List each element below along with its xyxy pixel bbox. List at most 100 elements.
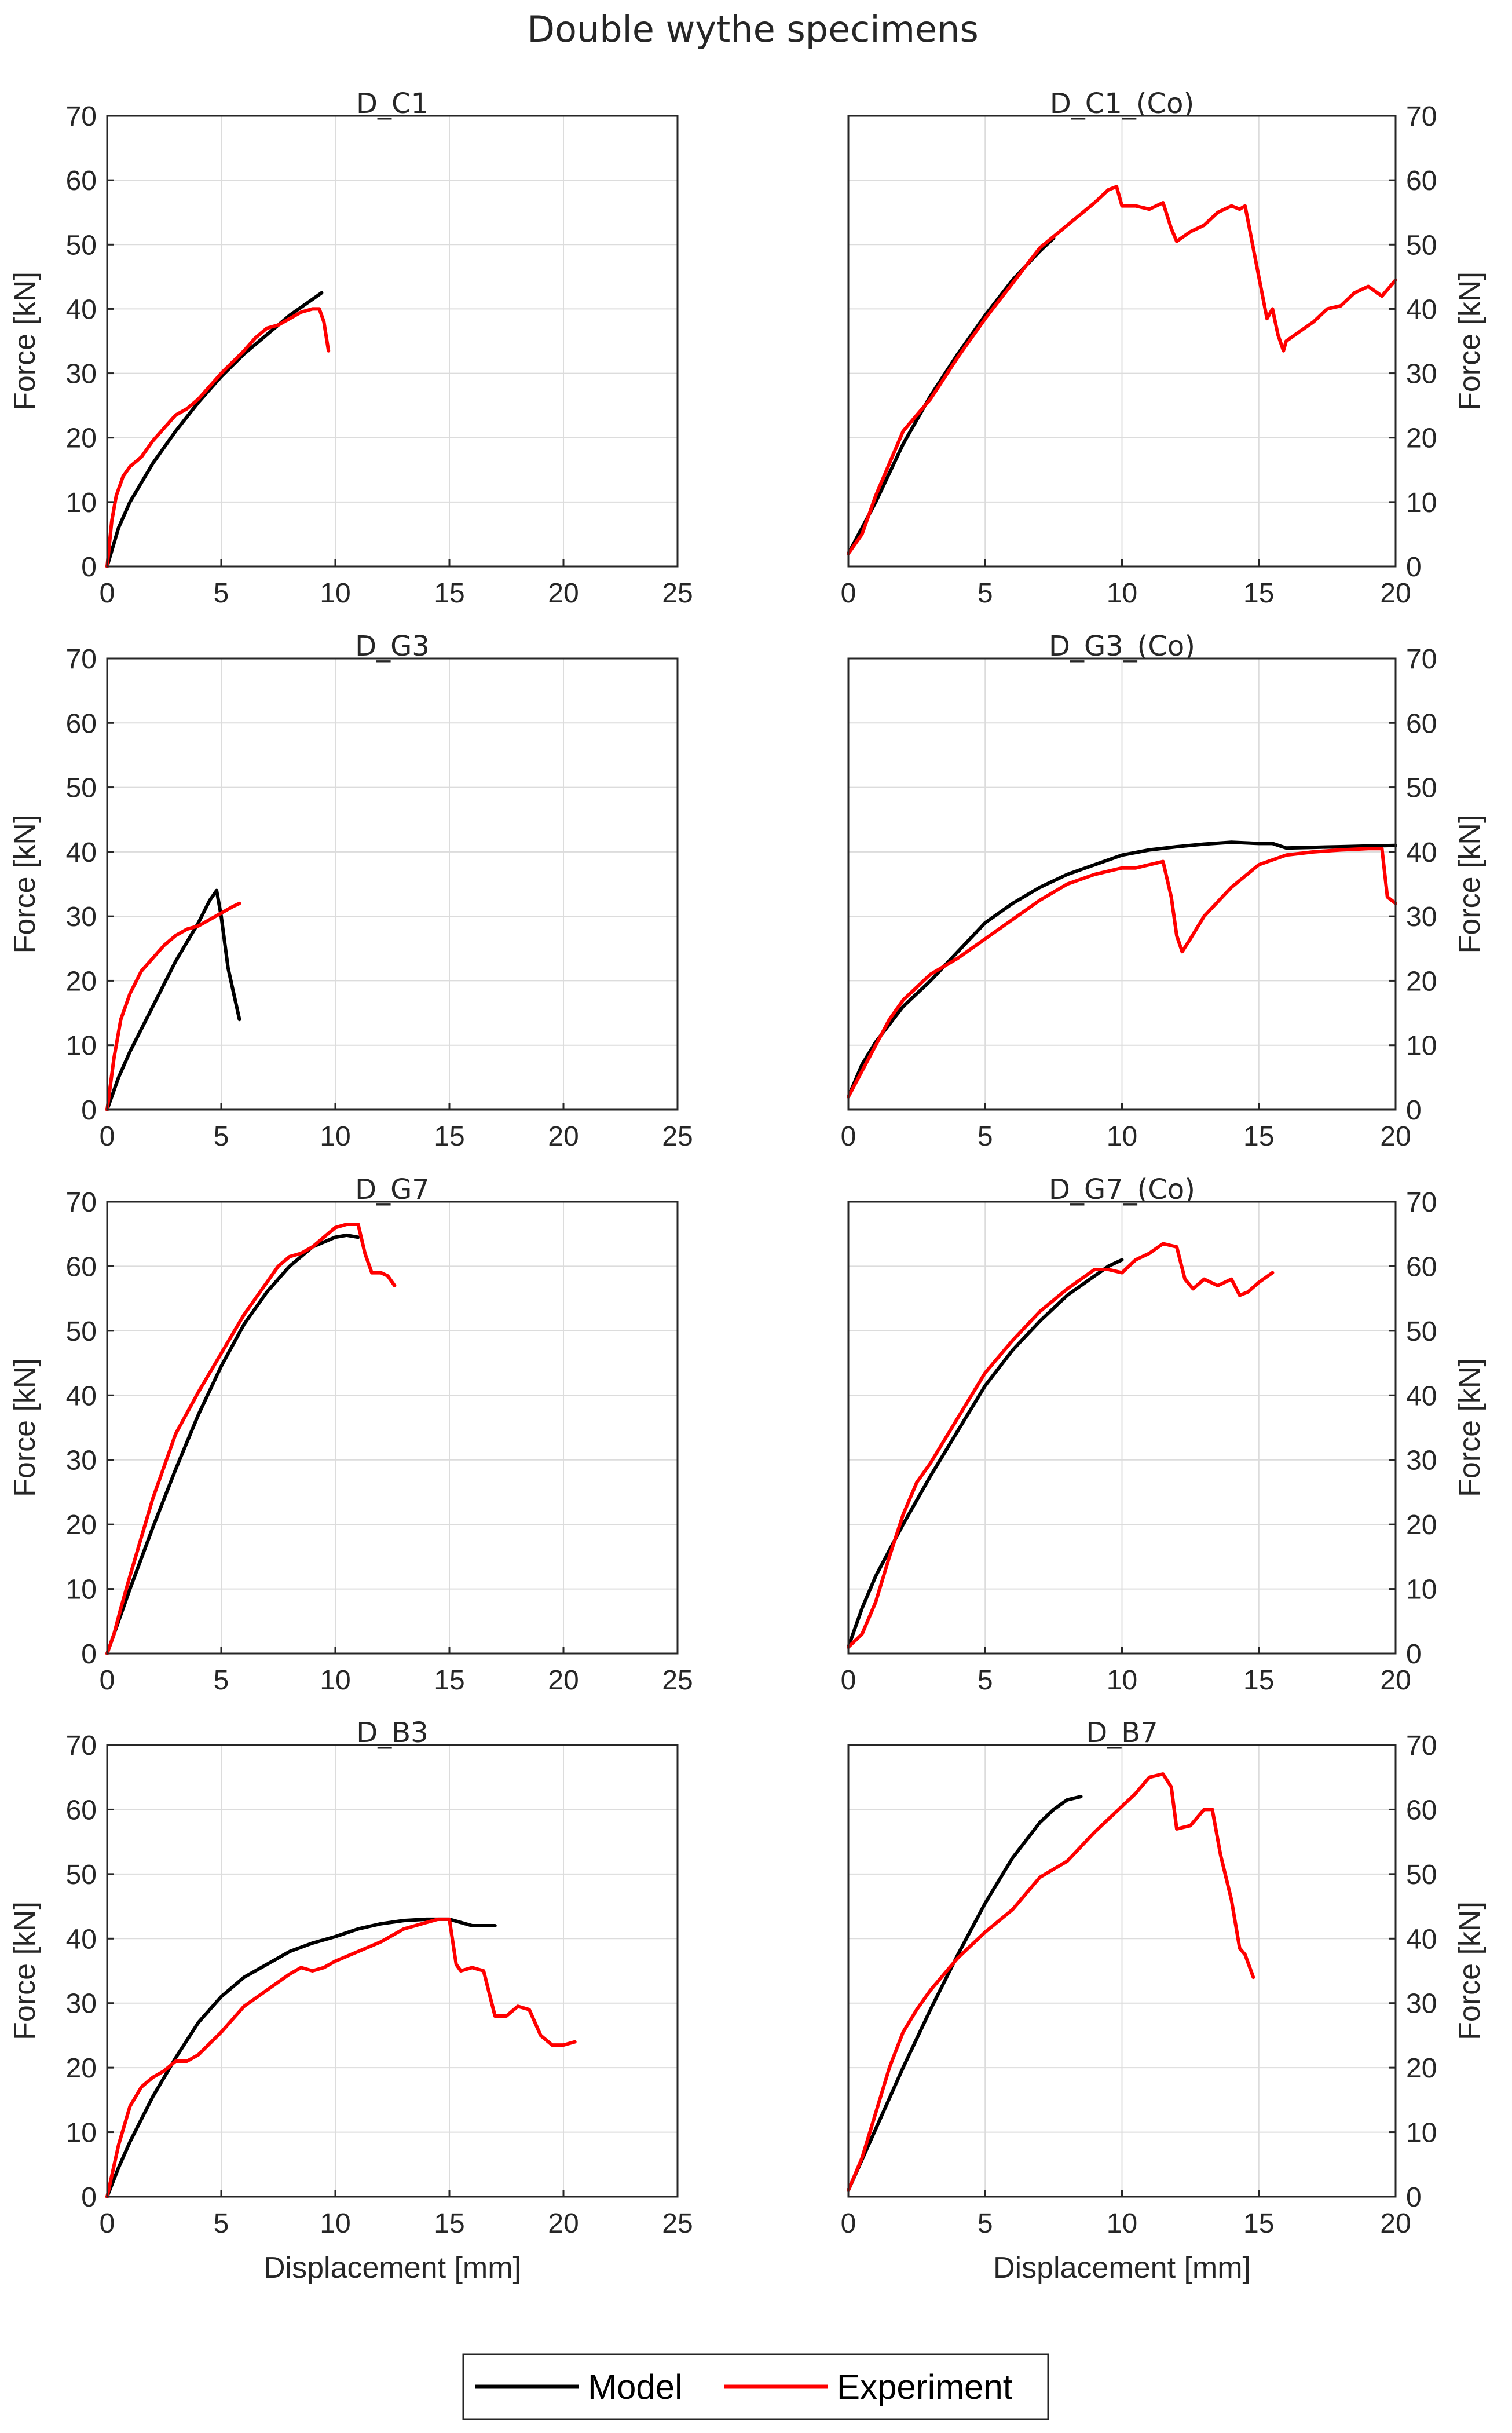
y-tick-label: 30 xyxy=(66,902,97,932)
plot-area xyxy=(107,116,678,566)
y-tick-label: 50 xyxy=(1406,1860,1437,1890)
x-tick-label: 5 xyxy=(978,2208,993,2239)
y-axis-label: Force [kN] xyxy=(8,815,42,954)
x-tick-label: 15 xyxy=(434,1121,464,1152)
y-tick-label: 50 xyxy=(1406,230,1437,261)
y-tick-label: 20 xyxy=(1406,423,1437,454)
axes-frame xyxy=(106,1201,679,1655)
y-tick-label: 40 xyxy=(66,294,97,325)
x-tick-label: 10 xyxy=(320,578,350,609)
series-line-model xyxy=(847,1258,1124,1649)
series-line-experiment xyxy=(105,307,331,568)
series-line-model xyxy=(847,1795,1083,2192)
y-tick-label: 10 xyxy=(1406,1031,1437,1062)
subplot-title: D_G7 xyxy=(355,1173,430,1206)
y-tick-label: 30 xyxy=(66,359,97,390)
x-tick-label: 20 xyxy=(1380,1121,1411,1152)
x-tick-label: 20 xyxy=(1380,1665,1411,1696)
axes-frame xyxy=(106,1744,679,2198)
plot-area xyxy=(107,658,678,1110)
series-line-experiment xyxy=(847,185,1397,555)
legend: Model Experiment xyxy=(462,2353,1049,2420)
subplot: 0 5 10 15 20 25 0 10 20 30 40 50 60 70 D_B3 Force [kN] D… xyxy=(8,1717,693,2285)
y-tick-label: 30 xyxy=(1406,902,1437,932)
y-tick-label: 70 xyxy=(1406,101,1437,132)
x-tick-label: 0 xyxy=(841,578,856,609)
figure-title: Double wythe specimens xyxy=(527,8,979,50)
y-tick-label: 70 xyxy=(66,644,97,675)
y-tick-label: 60 xyxy=(66,166,97,196)
series-line-experiment xyxy=(847,847,1397,1099)
series-line-model xyxy=(847,840,1397,1099)
series-line-experiment xyxy=(847,1242,1275,1649)
x-tick-label: 0 xyxy=(841,1121,856,1152)
subplot-title: D_B3 xyxy=(356,1717,428,1749)
y-tick-label: 10 xyxy=(66,1031,97,1062)
x-tick-label: 0 xyxy=(100,578,115,609)
y-tick-label: 0 xyxy=(1406,1639,1422,1670)
x-tick-label: 15 xyxy=(434,1665,464,1696)
y-tick-label: 60 xyxy=(66,1795,97,1825)
x-tick-label: 10 xyxy=(1107,578,1137,609)
subplot: 0 5 10 15 20 25 0 10 20 30 40 50 60 70 D_C1 Force [kN] xyxy=(8,87,693,609)
series-line-experiment xyxy=(105,1917,577,2198)
y-tick-label: 30 xyxy=(1406,1989,1437,2019)
axes-frame xyxy=(106,657,679,1111)
legend-experiment-label: Experiment xyxy=(837,2368,1013,2406)
y-axis-label: Force [kN] xyxy=(8,1358,42,1497)
y-tick-label: 0 xyxy=(81,1639,97,1670)
y-tick-label: 40 xyxy=(1406,1924,1437,1955)
y-axis-label: Force [kN] xyxy=(1453,272,1487,411)
y-tick-label: 0 xyxy=(81,1095,97,1126)
y-tick-label: 50 xyxy=(66,1860,97,1890)
x-tick-label: 5 xyxy=(214,2208,229,2239)
y-tick-label: 20 xyxy=(66,2053,97,2084)
subplot: 0 5 10 15 20 25 0 10 20 30 40 50 60 70 D_G3 Force [kN] xyxy=(8,630,693,1152)
series-line-model xyxy=(105,888,241,1111)
x-tick-label: 15 xyxy=(1243,1121,1274,1152)
y-tick-label: 20 xyxy=(1406,2053,1437,2084)
x-tick-label: 20 xyxy=(548,2208,579,2239)
y-axis-label: Force [kN] xyxy=(8,1901,42,2040)
y-tick-label: 20 xyxy=(1406,1510,1437,1541)
y-axis-label: Force [kN] xyxy=(1453,1901,1487,2040)
y-tick-label: 30 xyxy=(1406,1446,1437,1476)
x-tick-label: 25 xyxy=(662,2208,693,2239)
x-tick-label: 10 xyxy=(320,1121,350,1152)
y-tick-label: 0 xyxy=(1406,1095,1422,1126)
y-tick-label: 50 xyxy=(66,773,97,804)
x-tick-label: 15 xyxy=(434,578,464,609)
x-axis-label: Displacement [mm] xyxy=(993,2251,1251,2285)
x-tick-label: 5 xyxy=(978,1121,993,1152)
y-tick-label: 30 xyxy=(66,1446,97,1476)
x-tick-label: 5 xyxy=(214,1121,229,1152)
x-tick-label: 5 xyxy=(214,578,229,609)
y-tick-label: 20 xyxy=(66,423,97,454)
x-tick-label: 10 xyxy=(320,2208,350,2239)
x-tick-label: 20 xyxy=(548,1665,579,1696)
y-tick-label: 0 xyxy=(81,552,97,583)
series-line-model xyxy=(105,1917,497,2198)
y-tick-label: 20 xyxy=(1406,966,1437,997)
subplot-title: D_G3 xyxy=(355,630,430,663)
y-tick-label: 50 xyxy=(66,230,97,261)
legend-model-label: Model xyxy=(588,2368,682,2406)
y-tick-label: 70 xyxy=(66,1730,97,1761)
plot-area xyxy=(107,1202,678,1653)
x-tick-label: 20 xyxy=(548,578,579,609)
y-tick-label: 70 xyxy=(1406,1187,1437,1218)
series-line-model xyxy=(105,291,324,568)
y-tick-label: 10 xyxy=(1406,488,1437,518)
y-tick-label: 0 xyxy=(1406,552,1422,583)
y-axis-label: Force [kN] xyxy=(1453,815,1487,954)
y-tick-label: 10 xyxy=(66,488,97,518)
y-tick-label: 70 xyxy=(1406,1730,1437,1761)
y-tick-label: 50 xyxy=(1406,773,1437,804)
y-tick-label: 30 xyxy=(1406,359,1437,390)
series-line-experiment xyxy=(105,901,241,1111)
